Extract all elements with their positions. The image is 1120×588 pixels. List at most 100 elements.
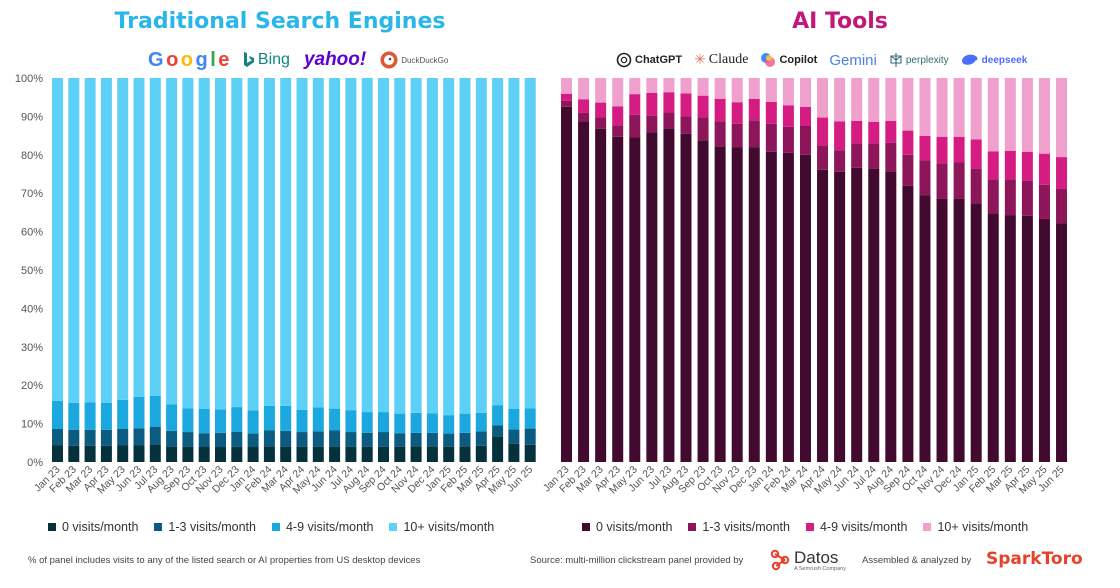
legend-swatch xyxy=(389,523,398,531)
search-bar-segment xyxy=(410,78,422,413)
search-bar-segment xyxy=(361,78,373,413)
search-bar-segment xyxy=(52,400,63,429)
legend-swatch xyxy=(154,523,163,531)
legend-label: 1-3 visits/month xyxy=(168,520,256,534)
ai-bar-segment xyxy=(919,78,931,136)
search-bar-segment xyxy=(133,428,145,446)
ai-bar-segment xyxy=(851,121,863,144)
search-bar-segment xyxy=(182,408,194,433)
ai-bar-segment xyxy=(714,98,726,122)
legend-label: 0 visits/month xyxy=(596,520,673,534)
search-bar-segment xyxy=(394,413,406,434)
ai-bar-segment xyxy=(697,140,709,462)
search-bar-segment xyxy=(117,78,129,400)
ai-bar-segment xyxy=(561,100,572,107)
search-bar-segment xyxy=(296,78,308,410)
duckduckgo-icon xyxy=(380,51,398,69)
ai-bar-segment xyxy=(782,105,794,127)
search-bar-segment xyxy=(492,436,504,462)
search-bar-segment xyxy=(100,402,112,430)
search-bar-segment xyxy=(68,429,80,446)
ai-bar-segment xyxy=(851,78,863,122)
search-bar-segment xyxy=(215,447,226,462)
search-bar-segment xyxy=(361,446,373,462)
ai-bar-segment xyxy=(561,106,572,463)
ai-bar-segment xyxy=(595,102,607,118)
datos-wordmark: Datos xyxy=(794,548,839,567)
ai-bar-segment xyxy=(1004,150,1016,180)
search-bar-segment xyxy=(475,445,487,462)
ai-bar-segment xyxy=(970,78,982,140)
y-tick-label: 50% xyxy=(21,265,43,277)
search-bar-segment xyxy=(475,78,487,413)
ai-bar-segment xyxy=(919,195,931,462)
ai-bar-segment xyxy=(680,93,692,117)
search-bar-segment xyxy=(247,433,259,448)
ai-bar-segment xyxy=(834,150,846,172)
search-bar-segment xyxy=(345,410,357,433)
ai-bar-segment xyxy=(629,114,641,138)
search-bar-segment xyxy=(68,78,80,403)
search-bar-segment xyxy=(166,430,178,447)
ai-bar-segment xyxy=(748,120,760,148)
search-bar-segment xyxy=(117,428,129,446)
search-bar-segment xyxy=(280,446,292,462)
search-bar-segment xyxy=(182,446,194,462)
bing-wordmark: Bing xyxy=(257,51,290,68)
search-bar-segment xyxy=(508,443,520,462)
legend-item: 10+ visits/month xyxy=(389,520,494,534)
ai-bar-segment xyxy=(987,78,999,152)
ai-bar-segment xyxy=(748,78,760,99)
duckduckgo-logo: DuckDuckGo xyxy=(380,51,448,69)
search-bar-segment xyxy=(198,409,210,434)
search-bar-segment xyxy=(117,399,129,429)
ai-bar-segment xyxy=(885,142,897,172)
legend-item: 10+ visits/month xyxy=(923,520,1028,534)
search-bar-segment xyxy=(149,426,161,445)
ai-bar-segment xyxy=(851,143,863,168)
ai-bar-segment xyxy=(1056,188,1068,224)
ai-bar-segment xyxy=(1021,215,1033,462)
ai-bar-segment xyxy=(697,95,709,118)
search-bar-segment xyxy=(84,78,96,403)
ai-bar-segment xyxy=(885,121,897,143)
perplexity-logo: perplexity xyxy=(889,52,949,68)
legend-item: 4-9 visits/month xyxy=(271,520,373,534)
search-bar-segment xyxy=(100,445,112,462)
search-bar-segment xyxy=(524,78,536,409)
search-bar-segment xyxy=(231,446,243,462)
ai-bar-segment xyxy=(680,133,692,462)
legend-label: 10+ visits/month xyxy=(937,520,1029,534)
y-tick-label: 30% xyxy=(21,342,43,354)
ai-bar-segment xyxy=(1038,78,1050,154)
search-bar-segment xyxy=(426,446,438,462)
ai-bar-segment xyxy=(612,136,624,462)
datos-logo: Datos A Semrush Company xyxy=(770,548,846,572)
search-bar-segment xyxy=(182,78,194,409)
stacked-bar-charts: 0%10%20%30%40%50%60%70%80%90%100%Jan 23F… xyxy=(15,73,1068,496)
search-bar-segment xyxy=(312,407,324,432)
ai-bar-segment xyxy=(799,78,811,107)
ai-bar-segment xyxy=(646,78,658,93)
ai-bar-segment xyxy=(748,147,760,462)
ai-bar-segment xyxy=(868,78,880,122)
search-bar-segment xyxy=(361,432,373,447)
copilot-icon xyxy=(761,53,776,67)
search-bar-segment xyxy=(100,429,112,446)
search-bar-segment xyxy=(345,78,357,411)
search-bar-segment xyxy=(149,395,161,427)
legend-item: 1-3 visits/month xyxy=(154,520,256,534)
search-bar-segment xyxy=(426,432,438,447)
ai-bar-segment xyxy=(936,78,948,137)
search-bar-segment xyxy=(378,78,389,413)
ai-bar-segment xyxy=(1038,153,1050,185)
search-bar-segment xyxy=(459,413,471,433)
y-tick-label: 60% xyxy=(21,227,43,239)
search-bar-segment xyxy=(280,405,292,431)
ai-bar-segment xyxy=(936,163,948,199)
ai-bar-segment xyxy=(765,101,777,124)
y-tick-label: 10% xyxy=(21,419,43,431)
legend-swatch xyxy=(923,523,932,531)
ai-bar-segment xyxy=(714,121,726,147)
